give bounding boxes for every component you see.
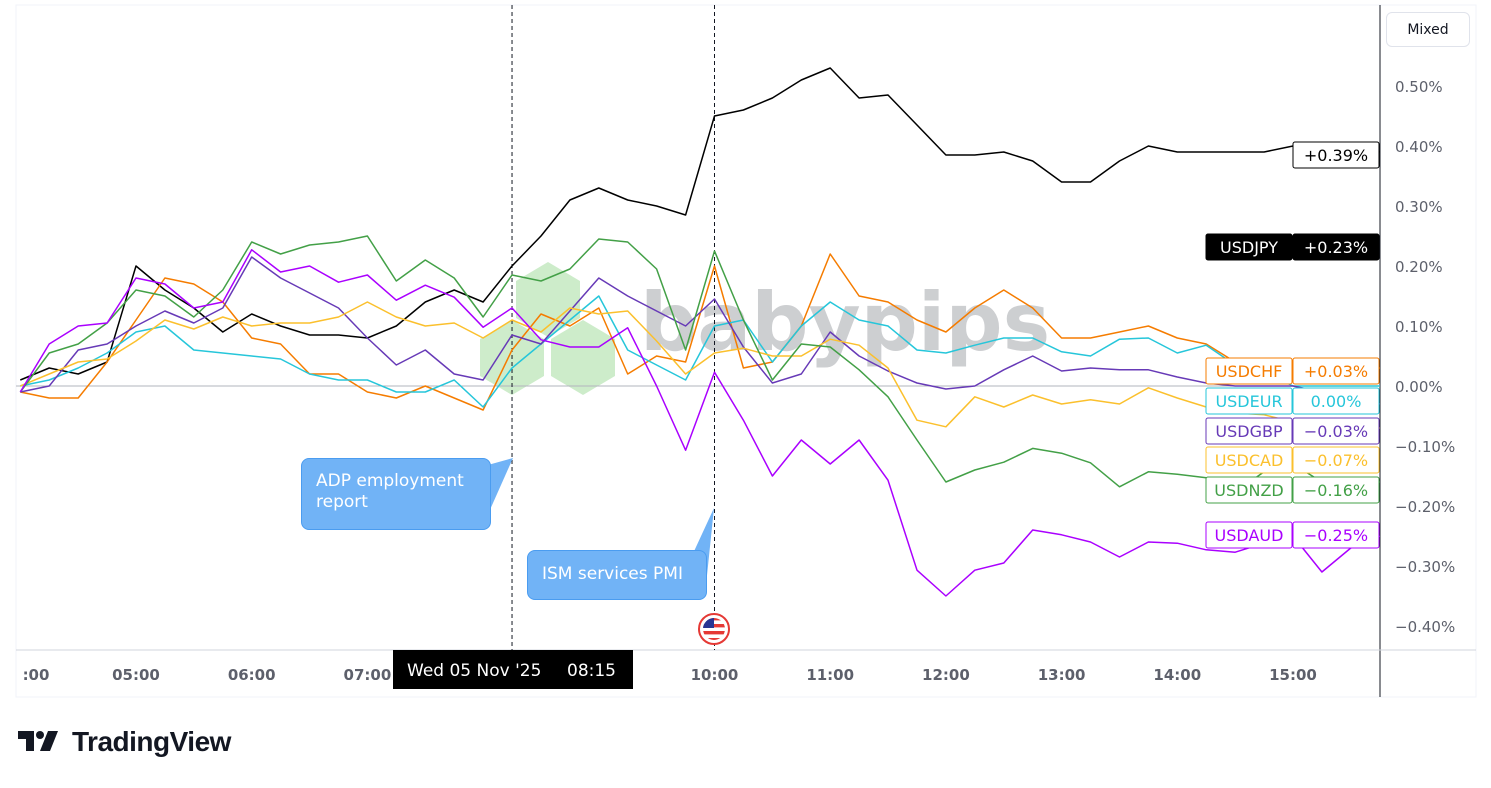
y-tick-label: 0.00% [1395, 378, 1443, 396]
y-tick-label: −0.20% [1395, 498, 1455, 516]
series-line-usdnzd[interactable] [19, 235, 1380, 493]
x-tick-label: 13:00 [1038, 666, 1086, 684]
series-line-usdjpy[interactable] [20, 67, 1380, 381]
series-lines [19, 67, 1381, 597]
x-tick-label: :00 [23, 666, 50, 684]
series-name-badge [1205, 233, 1293, 261]
series-line-usdaud[interactable] [19, 249, 1381, 597]
series-current-value-usdjpy: +0.39% [1304, 146, 1368, 165]
series-name-usdjpy: USDJPY [1220, 238, 1278, 257]
series-value-usdjpy: +0.23% [1304, 238, 1368, 257]
crosshair-time-label: Wed 05 Nov '25 08:15 [393, 650, 633, 689]
series-name-badge [1205, 387, 1293, 415]
x-axis[interactable]: :00 05:00 06:00 07:00 10:00 11:00 12:00 13:00 14… [23, 666, 1317, 684]
ism-event-callout[interactable]: ISM services PMI [527, 550, 707, 600]
y-tick-label: 0.10% [1395, 318, 1443, 336]
ism-event-label: ISM services PMI [542, 564, 683, 584]
series-line-usdeur[interactable] [20, 295, 1380, 408]
y-tick-label: 0.40% [1395, 138, 1443, 156]
x-tick-label: 05:00 [112, 666, 160, 684]
series-value-badge [1292, 476, 1380, 504]
watermark-hexagon [551, 320, 615, 395]
series-name-usdcad: USDCAD [1215, 451, 1284, 470]
series-name-badge [1205, 476, 1293, 504]
scale-mode-button[interactable]: Mixed [1386, 12, 1470, 47]
y-tick-label: 0.20% [1395, 258, 1443, 276]
tradingview-logo-text: TradingView [72, 726, 231, 757]
series-name-badge [1205, 521, 1293, 549]
x-tick-label: 14:00 [1153, 666, 1201, 684]
adp-event-callout[interactable]: ADP employment report [301, 458, 491, 530]
series-name-usdnzd: USDNZD [1214, 481, 1283, 500]
series-value-badge [1292, 387, 1380, 415]
y-axis[interactable]: 0.50% 0.40% 0.30% 0.20% 0.10% 0.00% −0.10% −0.2… [1395, 78, 1455, 636]
series-name-badge [1205, 417, 1293, 445]
y-tick-label: 0.50% [1395, 78, 1443, 96]
tradingview-logo-icon [18, 731, 58, 751]
x-tick-label: 06:00 [228, 666, 276, 684]
series-line-usdcad[interactable] [20, 301, 1380, 429]
series-value-badge [1292, 446, 1380, 474]
series-value-usdcad: −0.07% [1304, 451, 1368, 470]
x-tick-label: 07:00 [344, 666, 392, 684]
series-value-usdaud: −0.25% [1304, 526, 1368, 545]
scale-mode-label: Mixed [1407, 21, 1449, 38]
series-labels: USDJPY +0.23% +0.39% USDCHF +0.03% USDEUR 0.00… [1205, 141, 1380, 549]
x-tick-label: 12:00 [922, 666, 970, 684]
x-tick-label: 15:00 [1269, 666, 1317, 684]
series-value-usdeur: 0.00% [1311, 392, 1362, 411]
crosshair-time: 08:15 [567, 661, 616, 681]
series-value-badge [1292, 141, 1380, 169]
y-tick-label: −0.40% [1395, 618, 1455, 636]
tradingview-logo[interactable]: TradingView [18, 726, 231, 758]
series-name-usdaud: USDAUD [1215, 526, 1284, 545]
series-value-usdnzd: −0.16% [1304, 481, 1368, 500]
series-name-usdgbp: USDGBP [1215, 422, 1283, 441]
series-line-usdgbp[interactable] [20, 256, 1380, 405]
series-value-badge [1292, 233, 1380, 261]
series-value-usdchf: +0.03% [1304, 362, 1368, 381]
x-tick-label: 11:00 [806, 666, 854, 684]
series-value-badge [1292, 521, 1380, 549]
chart-border [15, 4, 1477, 698]
y-tick-label: 0.30% [1395, 198, 1443, 216]
us-flag-icon[interactable] [698, 613, 730, 645]
series-name-usdeur: USDEUR [1215, 392, 1282, 411]
watermark-text: babypips [640, 276, 1050, 369]
series-value-usdgbp: −0.03% [1304, 422, 1368, 441]
series-name-badge [1205, 357, 1293, 385]
crosshair-date: Wed 05 Nov '25 [407, 661, 541, 681]
y-tick-label: −0.10% [1395, 438, 1455, 456]
series-name-usdchf: USDCHF [1216, 362, 1283, 381]
chart-frame [15, 4, 1477, 698]
series-value-badge [1292, 417, 1380, 445]
x-tick-label: 10:00 [691, 666, 739, 684]
y-tick-label: −0.30% [1395, 558, 1455, 576]
adp-event-label: ADP employment report [316, 471, 464, 512]
series-value-badge [1292, 357, 1380, 385]
series-name-badge [1205, 446, 1293, 474]
series-line-usdchf[interactable] [20, 253, 1380, 411]
